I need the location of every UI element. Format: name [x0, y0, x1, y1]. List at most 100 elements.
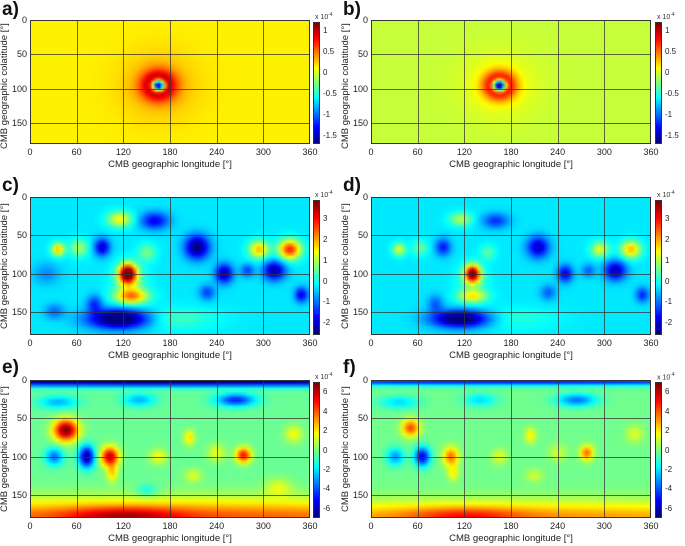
colorbar-tick-label: -1.5 [665, 131, 679, 141]
y-axis-title: CMB geographic colatitude [°] [0, 23, 10, 149]
colorbar-tick-label: 6 [665, 387, 670, 397]
gridline-x [511, 20, 512, 144]
y-axis-title: CMB geographic colatitude [°] [340, 203, 351, 329]
gridline-y [30, 54, 310, 56]
x-tick-label: 120 [115, 521, 131, 531]
gridline-y [371, 312, 651, 313]
panel-label-a: a) [2, 0, 19, 20]
y-tick-label: 0 [362, 375, 368, 385]
gridline-x [123, 197, 125, 335]
x-axis-title: CMB geographic longitude [°] [449, 533, 573, 544]
gridline-y [30, 456, 310, 458]
colorbar-tick-label: 0 [665, 276, 670, 286]
y-tick-label: 50 [357, 413, 368, 424]
colorbar-tick-label: -6 [665, 503, 673, 513]
colorbar-tick-label: 1 [665, 25, 670, 35]
colorbar-tick-label: 1 [323, 255, 328, 265]
gridline-y [371, 273, 651, 275]
y-tick-label: 150 [352, 490, 368, 500]
gridline-x [464, 20, 466, 144]
x-tick-label: 360 [302, 521, 318, 531]
x-tick-label: 240 [209, 521, 225, 531]
colorbar-tick-label: -1 [665, 110, 673, 120]
y-tick-label: 0 [362, 15, 368, 25]
x-tick-label: 180 [162, 521, 178, 531]
gridline-y [371, 54, 651, 56]
x-tick-label: 300 [255, 338, 271, 348]
colorbar-f [655, 382, 662, 518]
y-tick-label: 100 [352, 83, 368, 94]
colorbar-tick-label: -0.5 [665, 89, 679, 99]
x-tick-label: 60 [71, 338, 82, 348]
colorbar-tick-label: 2 [665, 234, 670, 244]
x-tick-label: 120 [456, 338, 472, 348]
x-tick-label: 180 [162, 147, 178, 157]
y-tick-label: 50 [16, 413, 27, 424]
y-tick-label: 150 [11, 490, 27, 500]
exponent-base: x 10 [657, 374, 671, 382]
gridline-x [170, 20, 171, 144]
exponent-power: -4 [328, 190, 333, 196]
x-tick-label: 180 [503, 521, 519, 531]
gridline-y [30, 273, 310, 275]
y-tick-label: 0 [362, 192, 368, 202]
exponent-base: x 10 [315, 192, 329, 200]
colorbar-tick-label: -2 [665, 464, 673, 474]
gridline-x [76, 20, 78, 144]
gridline-x [604, 380, 606, 518]
exponent-base: x 10 [315, 14, 329, 22]
y-tick-label: 100 [352, 451, 368, 462]
x-tick-label: 300 [596, 521, 612, 531]
exponent-power: -4 [670, 12, 675, 18]
colorbar-tick-label: -2 [323, 318, 331, 328]
y-tick-label: 0 [21, 15, 27, 25]
gridline-x [557, 197, 559, 335]
x-tick-label: 360 [302, 338, 318, 348]
x-axis-title: CMB geographic longitude [°] [449, 350, 573, 361]
x-axis-title: CMB geographic longitude [°] [449, 159, 573, 170]
exponent-base: x 10 [657, 192, 671, 200]
panel-label-b: b) [343, 0, 361, 20]
gridline-x [557, 380, 559, 518]
gridline-x [123, 380, 125, 518]
colorbar-tick-label: -1 [323, 110, 331, 120]
x-tick-label: 60 [412, 521, 423, 531]
gridline-x [417, 197, 419, 335]
gridline-x [263, 380, 265, 518]
colorbar-tick-label: -0.5 [323, 89, 337, 99]
gridline-y [371, 123, 651, 125]
colorbar-b [655, 22, 662, 144]
y-axis-title: CMB geographic colatitude [°] [340, 386, 351, 512]
gridline-y [371, 456, 651, 458]
y-tick-label: 50 [16, 49, 27, 60]
gridline-x [76, 380, 78, 518]
colorbar-c [313, 200, 320, 335]
y-tick-label: 150 [11, 307, 27, 317]
gridline-y [371, 418, 651, 420]
x-tick-label: 60 [71, 521, 82, 531]
x-tick-label: 0 [368, 338, 374, 348]
y-tick-label: 50 [16, 230, 27, 241]
x-tick-label: 180 [162, 338, 178, 348]
colorbar-tick-label: 6 [323, 387, 328, 397]
colorbar-tick-label: 3 [665, 214, 670, 224]
x-tick-label: 360 [643, 521, 659, 531]
gridline-y [30, 312, 310, 313]
colorbar-tick-label: -1 [665, 297, 673, 307]
exponent-power: -4 [328, 12, 333, 18]
gridline-x [216, 197, 218, 335]
y-tick-label: 100 [352, 268, 368, 279]
x-tick-label: 60 [412, 338, 423, 348]
colorbar-tick-label: 1 [323, 25, 328, 35]
x-tick-label: 120 [115, 338, 131, 348]
colorbar-tick-label: 2 [665, 426, 670, 436]
exponent-power: -4 [670, 190, 675, 196]
colorbar-tick-label: 0 [323, 67, 328, 77]
y-tick-label: 0 [21, 375, 27, 385]
x-tick-label: 180 [503, 147, 519, 157]
gridline-x [263, 197, 265, 335]
x-tick-label: 180 [503, 338, 519, 348]
colorbar-a [313, 22, 320, 144]
gridline-x [604, 197, 606, 335]
colorbar-tick-label: -6 [323, 503, 331, 513]
